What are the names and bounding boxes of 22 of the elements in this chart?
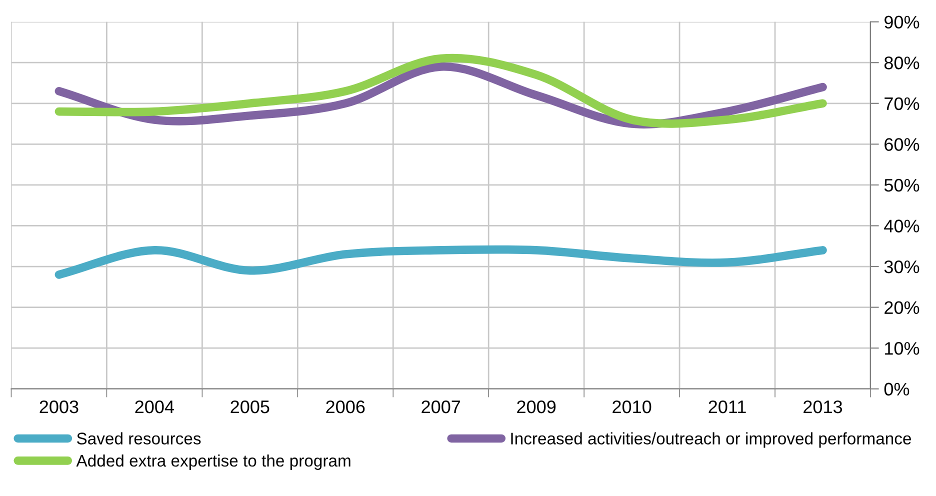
y-tick-label: 50% <box>884 178 920 192</box>
x-tick-label: 2009 <box>517 400 556 414</box>
x-tick-label: 2010 <box>612 400 652 414</box>
x-tick-label: 2007 <box>422 400 460 414</box>
x-tick-label: 2006 <box>326 400 365 414</box>
x-tick-label: 2003 <box>40 400 78 414</box>
y-tick-label: 30% <box>884 260 920 274</box>
legend-label: Added extra expertise to the program <box>76 454 350 470</box>
x-tick-label: 2013 <box>804 400 842 414</box>
x-tick-label: 2011 <box>708 400 746 414</box>
y-tick-label: 70% <box>884 97 920 110</box>
y-tick-label: 40% <box>884 220 920 232</box>
y-tick-label: 10% <box>885 342 920 355</box>
x-tick-label: 2004 <box>135 400 174 414</box>
x-tick-label: 2005 <box>230 400 270 414</box>
y-tick-label: 80% <box>884 56 920 70</box>
y-tick-label: 20% <box>884 301 920 314</box>
legend-label: Saved resources <box>76 432 201 444</box>
y-tick-label: 90% <box>884 16 920 29</box>
y-tick-label: 60% <box>884 138 920 151</box>
legend-label: Increased activities/outreach or improved performance <box>511 432 911 448</box>
y-tick-label: 0% <box>884 382 910 396</box>
